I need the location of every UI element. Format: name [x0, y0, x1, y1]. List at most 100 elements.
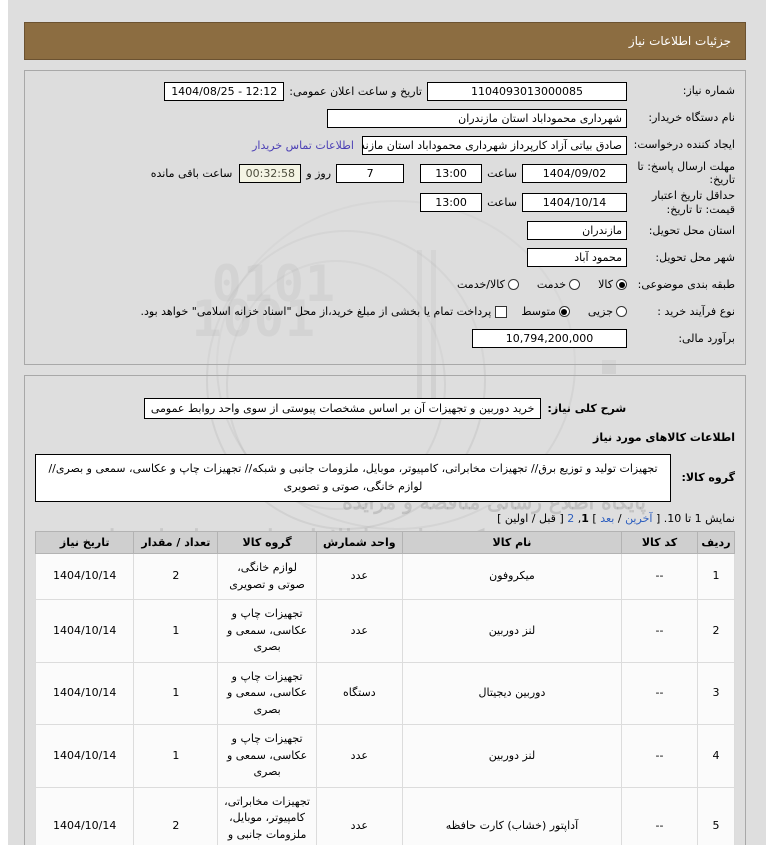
pagination-bracket-close: ] [592, 512, 597, 526]
table-row[interactable]: 5 -- آداپتور (خشاب) کارت حافظه عدد تجهیزات م… [34, 786, 736, 845]
cell-unit: عدد [315, 599, 403, 663]
cell-code: -- [621, 724, 698, 788]
pagination-last-link[interactable]: آخرین [625, 512, 653, 526]
delivery-city-field[interactable]: محمود آباد [527, 248, 627, 268]
pagination-bar: نمایش 1 تا 10. [ آخرین / بعد ] 1, 2 [ قب… [35, 512, 735, 525]
table-row[interactable]: 4 -- لنز دوربین عدد تجهیزات چاپ و عکاسی، سمع… [34, 724, 736, 788]
cell-radif: 2 [696, 599, 736, 663]
row-goods-group: گروه کالا: تجهیزات تولید و توزیع برق// ت… [35, 453, 735, 503]
treasury-payment-checkbox[interactable] [495, 305, 508, 318]
need-info-panel: شماره نیاز: 1104093013000085 تاریخ و ساع… [24, 70, 746, 365]
pagination-prev-link[interactable]: قبل [539, 512, 556, 526]
column-header-date[interactable]: تاریخ نیاز [34, 531, 135, 555]
pagination-prefix: نمایش 1 تا 10. [663, 512, 735, 526]
cell-group: تجهیزات چاپ و عکاسی، سمعی و بصری [217, 661, 317, 726]
delivery-province-field[interactable]: مازندران [527, 221, 627, 241]
buyer-org-label: نام دستگاه خریدار: [648, 111, 735, 125]
column-header-qty[interactable]: تعداد / مقدار [133, 531, 219, 555]
column-header-unit[interactable]: واحد شمارش [315, 531, 403, 555]
column-header-radif[interactable]: ردیف [696, 531, 736, 555]
remaining-days-field[interactable]: 7 [336, 163, 405, 183]
row-subject-category: طبقه بندی موضوعی: کالا خدمت کالا/خدمت [35, 273, 735, 297]
radio-icon[interactable] [616, 306, 627, 318]
cell-name: لنز دوربین [401, 724, 623, 788]
pagination-comma: , [577, 512, 582, 526]
radio-icon[interactable] [569, 279, 581, 291]
row-financial-estimate: برآورد مالی: 10,794,200,000 [35, 327, 735, 351]
subject-category-radio-group: کالا خدمت کالا/خدمت [443, 278, 627, 291]
pagination-first-link[interactable]: اولین [504, 512, 529, 526]
remaining-time-label: ساعت باقی مانده [150, 166, 233, 180]
cell-code: -- [621, 553, 698, 601]
subject-category-label: طبقه بندی موضوعی: [637, 277, 735, 291]
page-scroll-rail[interactable] [4, 0, 8, 845]
response-deadline-label: مهلت ارسال پاسخ: تا تاریخ: [637, 160, 735, 187]
table-header-row: ردیف کد کالا نام کالا واحد شمارش گروه کا… [34, 531, 736, 555]
cell-group: لوازم خانگی، صوتی و تصویری [217, 553, 317, 601]
row-purchase-process: نوع فرآیند خرید : جزیی متوسط پرداخت تمام… [35, 300, 735, 324]
table-row[interactable]: 1 -- میکروفون عدد لوازم خانگی، صوتی و تصویری… [34, 553, 736, 601]
response-deadline-time-field[interactable]: 13:00 [420, 163, 483, 183]
cell-name: لنز دوربین [401, 599, 623, 663]
row-general-description: شرح کلی نیاز: خرید دوربین و تجهیزات آن ب… [35, 397, 735, 419]
category-option-khedmat[interactable]: خدمت [536, 278, 581, 292]
pagination-next-link[interactable]: بعد [600, 512, 615, 526]
remaining-days-label: روز و [306, 166, 332, 180]
table-row[interactable]: 3 -- دوربین دیجیتال دستگاه تجهیزات چاپ و عکا… [34, 661, 736, 726]
request-creator-field[interactable]: صادق بیاتی آزاد کارپرداز شهرداری محموداب… [362, 135, 627, 155]
cell-name: دوربین دیجیتال [401, 661, 623, 726]
pagination-bracket-close-2: ] [497, 512, 502, 526]
purchase-process-radio-group: جزیی متوسط [507, 305, 627, 318]
cell-date: 1404/10/14 [34, 599, 135, 663]
buyer-org-field[interactable]: شهرداری محموداباد استان مازندران [327, 108, 627, 128]
cell-qty: 2 [133, 553, 219, 601]
process-option-label: جزیی [587, 305, 613, 319]
treasury-payment-note: پرداخت تمام یا بخشی از مبلغ خرید،از محل … [140, 305, 492, 319]
response-deadline-time-label: ساعت [487, 166, 517, 180]
buyer-contact-link[interactable]: اطلاعات تماس خریدار [252, 138, 354, 152]
row-price-validity: حداقل تاریخ اعتبار قیمت: تا تاریخ: 1404/… [35, 189, 735, 216]
process-option-motavasset[interactable]: متوسط [521, 305, 570, 318]
price-validity-time-field[interactable]: 13:00 [420, 193, 483, 213]
delivery-province-label: استان محل تحویل: [648, 223, 735, 237]
column-header-code[interactable]: کد کالا [621, 531, 698, 555]
category-option-kala[interactable]: کالا [598, 278, 627, 291]
price-validity-label: حداقل تاریخ اعتبار قیمت: تا تاریخ: [651, 189, 735, 216]
cell-code: -- [621, 661, 698, 726]
response-deadline-date-field[interactable]: 1404/09/02 [522, 163, 627, 183]
cell-qty: 1 [133, 661, 219, 726]
items-panel: شرح کلی نیاز: خرید دوربین و تجهیزات آن ب… [24, 374, 746, 845]
process-option-jozii[interactable]: جزیی [588, 305, 627, 318]
public-announce-field[interactable]: 1404/08/25 - 12:12 [164, 81, 285, 101]
countdown-timer: 00:32:58 [239, 163, 302, 183]
category-option-label: کالا [598, 278, 613, 292]
radio-icon[interactable] [507, 279, 519, 291]
cell-group: تجهیزات مخابراتی، کامپیوتر، موبایل، ملزو… [217, 786, 317, 845]
financial-estimate-field[interactable]: 10,794,200,000 [472, 329, 627, 349]
category-option-kala-khedmat[interactable]: کالا/خدمت [457, 278, 519, 291]
delivery-city-label: شهر محل تحویل: [655, 250, 735, 264]
cell-code: -- [621, 599, 698, 663]
purchase-process-label: نوع فرآیند خرید : [657, 304, 735, 318]
pagination-page-2[interactable]: 2 [567, 512, 575, 526]
pagination-sep-2: / [531, 512, 536, 526]
pagination-bracket-open-2: [ [559, 512, 564, 526]
need-number-field[interactable]: 1104093013000085 [427, 81, 627, 101]
row-delivery-province: استان محل تحویل: مازندران [35, 219, 735, 243]
radio-icon[interactable] [558, 306, 570, 318]
table-row[interactable]: 2 -- لنز دوربین عدد تجهیزات چاپ و عکاسی، سمع… [34, 599, 736, 663]
row-buyer-org: نام دستگاه خریدار: شهرداری محموداباد است… [35, 106, 735, 130]
price-validity-date-field[interactable]: 1404/10/14 [522, 193, 627, 213]
column-header-group[interactable]: گروه کالا [217, 531, 317, 555]
cell-date: 1404/10/14 [34, 553, 135, 601]
row-request-creator: ایجاد کننده درخواست: صادق بیاتی آزاد کار… [35, 133, 735, 157]
category-option-label: خدمت [536, 278, 567, 292]
goods-group-field: تجهیزات تولید و توزیع برق// تجهیزات مخاب… [35, 453, 671, 503]
items-table: ردیف کد کالا نام کالا واحد شمارش گروه کا… [34, 531, 736, 845]
radio-icon[interactable] [616, 279, 627, 291]
items-section-heading: اطلاعات کالاهای مورد نیاز [593, 430, 735, 444]
cell-radif: 5 [696, 786, 736, 845]
financial-estimate-label: برآورد مالی: [678, 331, 735, 345]
column-header-name[interactable]: نام کالا [401, 531, 623, 555]
